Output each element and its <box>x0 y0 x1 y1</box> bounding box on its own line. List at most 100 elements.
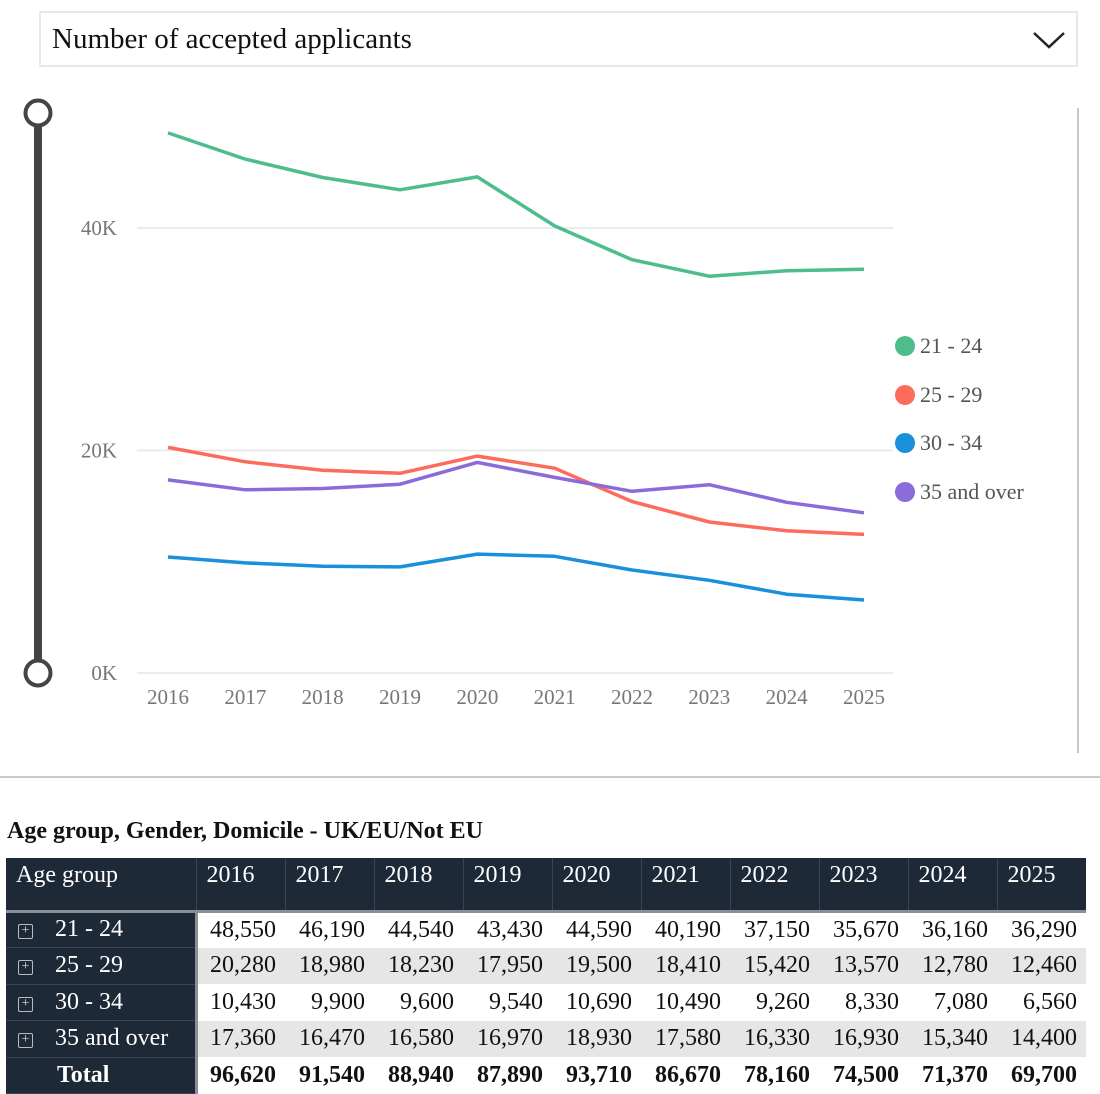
column-header-year[interactable]: 2019 <box>462 858 552 913</box>
row-label: 25 - 29 <box>55 952 123 979</box>
table-cell: 18,980 <box>285 947 374 984</box>
table-cell: 43,430 <box>477 916 543 943</box>
total-label: Total <box>6 1057 198 1094</box>
table-row: +35 and over 17,360 16,470 16,580 16,970 18,9… <box>6 1020 1086 1058</box>
y-tick-label: 20K <box>81 439 117 463</box>
series-line-35andover[interactable] <box>167 460 865 515</box>
row-header: +21 - 24 <box>6 911 198 948</box>
table-cell: 6,560 <box>1023 988 1077 1015</box>
table-row: +25 - 29 20,280 18,980 18,230 17,950 19,500 18… <box>6 947 1086 985</box>
table-cell: 16,970 <box>463 1020 552 1057</box>
y-tick-label: 0K <box>91 661 117 685</box>
table-cell: 37,150 <box>744 916 810 943</box>
row-label: 35 and over <box>55 1025 169 1052</box>
x-tick-label: 2016 <box>147 685 189 709</box>
column-header-year[interactable]: 2016 <box>195 858 285 913</box>
table-cell: 9,540 <box>489 988 543 1015</box>
column-header-year[interactable]: 2020 <box>551 858 641 913</box>
table-cell: 20,280 <box>196 947 285 984</box>
line-chart: 0K 20K 40K 2016 2017 2018 2019 2020 2021 2022 2023… <box>81 131 893 709</box>
expand-icon[interactable]: + <box>18 1033 33 1049</box>
total-row: Total 96,620 91,540 88,940 87,890 93,710 86,67… <box>6 1057 1086 1094</box>
total-cell: 78,160 <box>744 1061 810 1088</box>
measure-dropdown[interactable]: Number of accepted applicants <box>39 11 1078 67</box>
scrollbar[interactable] <box>1077 108 1079 753</box>
table-cell: 16,470 <box>285 1020 374 1057</box>
total-cell: 88,940 <box>388 1061 454 1088</box>
column-header-year[interactable]: 2021 <box>640 858 730 913</box>
x-tick-label: 2017 <box>224 685 266 709</box>
table-cell: 16,330 <box>730 1020 819 1057</box>
table-cell: 13,570 <box>819 947 908 984</box>
total-cell: 86,670 <box>655 1061 721 1088</box>
table-cell: 12,780 <box>908 947 997 984</box>
legend-item[interactable]: 21 - 24 <box>895 322 1024 371</box>
table-cell: 10,490 <box>655 988 721 1015</box>
x-tick-label: 2022 <box>611 685 653 709</box>
dropdown-label: Number of accepted applicants <box>52 22 412 55</box>
column-header-year[interactable]: 2018 <box>373 858 463 913</box>
table-cell: 10,430 <box>210 988 276 1015</box>
row-header: +25 - 29 <box>6 947 198 985</box>
table-header-row: Age group 2016 2017 2018 2019 2020 2021 2022 202… <box>6 858 1086 913</box>
legend-dot-icon <box>895 336 915 357</box>
table-cell: 17,580 <box>641 1020 730 1057</box>
table-cell: 7,080 <box>934 988 988 1015</box>
x-tick-label: 2021 <box>534 685 576 709</box>
legend-label: 25 - 29 <box>920 381 983 407</box>
total-cell: 87,890 <box>477 1061 543 1088</box>
table-cell: 8,330 <box>845 988 899 1015</box>
table-cell: 46,190 <box>299 916 365 943</box>
series-line-25-29[interactable] <box>167 445 865 537</box>
total-cell: 71,370 <box>922 1061 988 1088</box>
row-label: 21 - 24 <box>55 916 123 943</box>
column-header-year[interactable]: 2022 <box>729 858 819 913</box>
x-tick-label: 2020 <box>456 685 498 709</box>
row-label: 30 - 34 <box>55 988 123 1015</box>
slider-handle-top[interactable] <box>23 98 53 128</box>
column-header-year[interactable]: 2024 <box>907 858 997 913</box>
table-cell: 36,160 <box>922 916 988 943</box>
slider-track <box>34 113 42 673</box>
table-cell: 48,550 <box>210 916 276 943</box>
total-cell: 69,700 <box>1011 1061 1077 1088</box>
legend-label: 35 and over <box>920 478 1024 504</box>
row-header: +30 - 34 <box>6 984 198 1021</box>
chevron-down-icon <box>1033 32 1065 49</box>
row-header: +35 and over <box>6 1020 198 1058</box>
column-header-year[interactable]: 2017 <box>284 858 374 913</box>
series-line-21-24[interactable] <box>167 131 865 278</box>
column-header-age-group[interactable]: Age group <box>6 858 196 913</box>
y-range-slider[interactable] <box>22 98 54 690</box>
slider-handle-bottom[interactable] <box>23 658 53 688</box>
table-cell: 44,590 <box>566 916 632 943</box>
table-cell: 36,290 <box>1011 916 1077 943</box>
table-cell: 10,690 <box>566 988 632 1015</box>
legend-dot-icon <box>895 384 915 405</box>
expand-icon[interactable]: + <box>18 996 33 1012</box>
column-header-year[interactable]: 2025 <box>996 858 1086 913</box>
legend-item[interactable]: 30 - 34 <box>895 419 1024 468</box>
series-line-30-34[interactable] <box>167 552 865 602</box>
legend-label: 21 - 24 <box>920 333 983 359</box>
table-cell: 18,410 <box>641 947 730 984</box>
legend-item[interactable]: 35 and over <box>895 468 1024 517</box>
legend-dot-icon <box>895 433 915 454</box>
table-cell: 14,400 <box>997 1020 1086 1057</box>
total-cell: 74,500 <box>833 1061 899 1088</box>
expand-icon[interactable]: + <box>18 960 33 976</box>
legend-item[interactable]: 25 - 29 <box>895 371 1024 420</box>
expand-icon[interactable]: + <box>18 924 33 940</box>
column-header-year[interactable]: 2023 <box>818 858 908 913</box>
table-title: Age group, Gender, Domicile - UK/EU/Not … <box>7 818 483 844</box>
table-cell: 17,360 <box>196 1020 285 1057</box>
table-cell: 18,230 <box>374 947 463 984</box>
table-cell: 15,420 <box>730 947 819 984</box>
section-divider <box>0 776 1100 778</box>
legend-label: 30 - 34 <box>920 430 983 456</box>
table-cell: 12,460 <box>997 947 1086 984</box>
total-cell: 91,540 <box>299 1061 365 1088</box>
y-tick-label: 40K <box>81 216 117 240</box>
table-cell: 9,600 <box>400 988 454 1015</box>
table-cell: 44,540 <box>388 916 454 943</box>
